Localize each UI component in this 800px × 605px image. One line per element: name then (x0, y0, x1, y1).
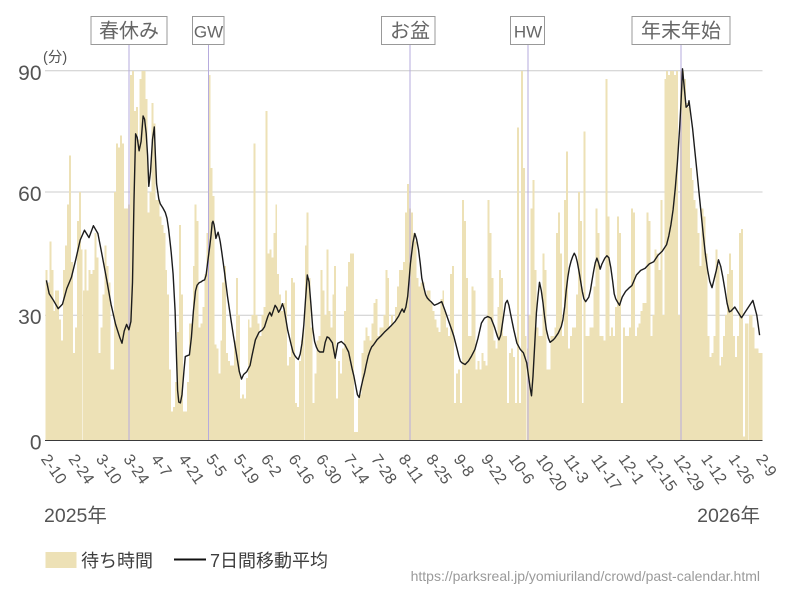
svg-text:10-6: 10-6 (505, 452, 537, 488)
svg-text:(分): (分) (43, 49, 67, 66)
svg-text:30: 30 (18, 306, 41, 329)
svg-text:HW: HW (514, 23, 542, 42)
svg-text:4-21: 4-21 (175, 452, 207, 488)
svg-text:5-19: 5-19 (230, 452, 262, 488)
svg-text:7日間移動平均: 7日間移動平均 (210, 551, 328, 571)
svg-text:1-26: 1-26 (725, 452, 757, 488)
svg-text:90: 90 (18, 62, 41, 85)
svg-text:https://parksreal.jp/yomiurila: https://parksreal.jp/yomiuriland/crowd/p… (411, 568, 760, 584)
svg-text:60: 60 (18, 183, 41, 206)
svg-text:7-28: 7-28 (367, 452, 399, 488)
svg-text:3-10: 3-10 (92, 452, 124, 488)
svg-text:7-14: 7-14 (340, 452, 372, 488)
svg-text:2-24: 2-24 (65, 452, 97, 488)
svg-text:0: 0 (30, 432, 42, 455)
svg-text:年末年始: 年末年始 (641, 20, 721, 43)
svg-text:2026年: 2026年 (697, 505, 760, 527)
svg-text:6-30: 6-30 (312, 452, 344, 488)
svg-text:春休み: 春休み (99, 20, 159, 43)
svg-text:2025年: 2025年 (44, 505, 107, 527)
svg-text:GW: GW (194, 23, 223, 42)
svg-text:6-16: 6-16 (285, 452, 317, 488)
svg-text:お盆: お盆 (390, 20, 430, 43)
svg-text:9-22: 9-22 (477, 452, 509, 488)
svg-text:8-11: 8-11 (395, 452, 427, 487)
svg-text:待ち時間: 待ち時間 (81, 551, 153, 571)
svg-text:3-24: 3-24 (120, 452, 152, 488)
svg-text:2-10: 2-10 (37, 452, 69, 488)
svg-text:8-25: 8-25 (422, 452, 454, 488)
